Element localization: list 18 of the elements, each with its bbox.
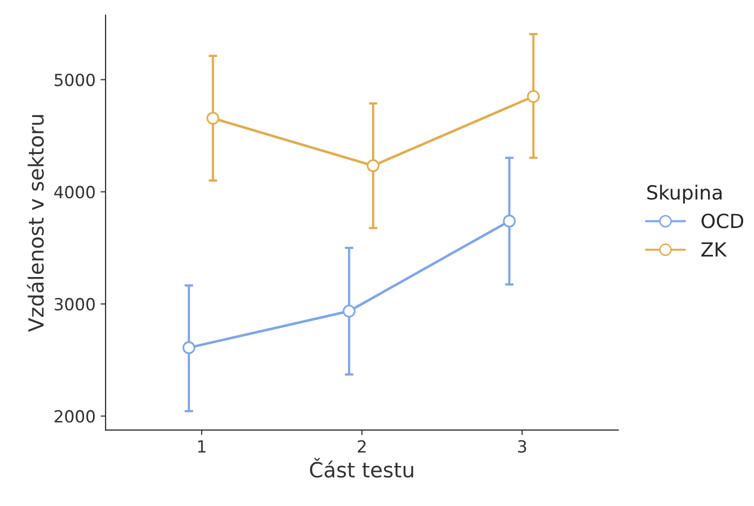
y-tick-label: 5000 (54, 74, 95, 86)
y-axis-title: Vzdálenost v sektoru (26, 115, 44, 332)
y-tick-label: 3000 (54, 298, 95, 311)
point (502, 214, 516, 228)
point (206, 112, 220, 125)
x-tick-label: 3 (518, 440, 526, 453)
point (526, 90, 540, 103)
legend-title: Skupina (647, 184, 722, 204)
point (182, 341, 196, 354)
x-axis-title: Část testu (310, 458, 414, 478)
x-tick-label: 1 (198, 440, 206, 452)
y-tick-label: 2000 (54, 410, 95, 423)
point (342, 304, 356, 318)
y-tick-label: 4000 (54, 186, 95, 198)
legend-label: ZK (701, 242, 727, 257)
point (366, 159, 380, 172)
legend-label: OCD (702, 214, 744, 228)
x-tick-label: 2 (358, 440, 366, 452)
